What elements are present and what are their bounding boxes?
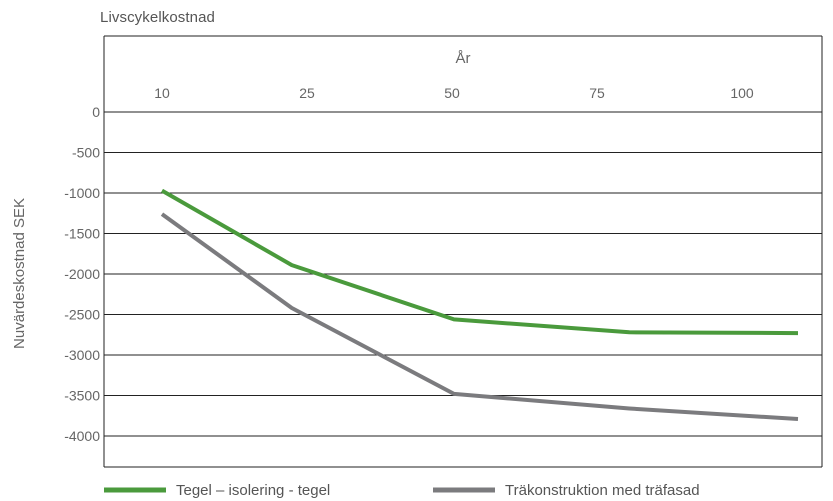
y-tick-label: -3000 bbox=[64, 347, 100, 363]
legend-label-1: Tegel – isolering - tegel bbox=[176, 482, 330, 499]
y-tick-label: -2000 bbox=[64, 266, 100, 282]
y-tick-label: -1000 bbox=[64, 185, 100, 201]
x-tick-label: 25 bbox=[299, 85, 315, 101]
y-tick-label: 0 bbox=[92, 104, 100, 120]
y-tick-label: -2500 bbox=[64, 307, 100, 323]
x-tick-label: 100 bbox=[730, 85, 754, 101]
y-axis-label: Nuvärdeskostnad SEK bbox=[11, 198, 28, 349]
chart-title: Livscykelkostnad bbox=[100, 9, 215, 26]
y-tick-label: -1500 bbox=[64, 226, 100, 242]
x-axis-label: År bbox=[456, 50, 471, 67]
legend-label-2: Träkonstruktion med träfasad bbox=[505, 482, 700, 499]
x-tick-label: 50 bbox=[444, 85, 460, 101]
series-line-1 bbox=[161, 188, 799, 336]
y-tick-label: -4000 bbox=[64, 428, 100, 444]
series-line-2 bbox=[160, 212, 799, 421]
y-tick-label: -3500 bbox=[64, 388, 100, 404]
y-tick-label: -500 bbox=[72, 145, 100, 161]
x-tick-label: 75 bbox=[589, 85, 605, 101]
x-tick-label: 10 bbox=[154, 85, 170, 101]
